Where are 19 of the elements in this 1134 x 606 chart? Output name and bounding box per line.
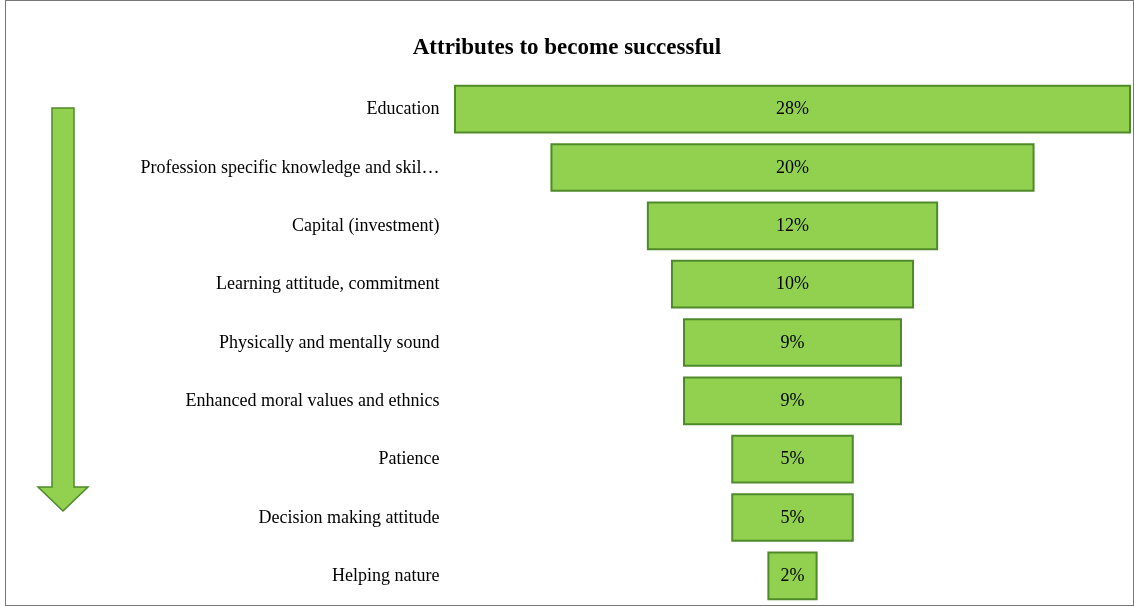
category-label: Profession specific knowledge and skil… <box>140 156 440 177</box>
category-label: Learning attitude, commitment <box>216 273 440 294</box>
data-label: 20% <box>776 156 809 177</box>
category-label: Decision making attitude <box>258 506 440 527</box>
category-label: Capital (investment) <box>292 214 440 236</box>
data-label: 10% <box>776 273 809 294</box>
category-label: Enhanced moral values and ethnics <box>185 389 440 410</box>
category-label: Helping nature <box>332 564 440 585</box>
category-label: Physically and mentally sound <box>219 331 440 352</box>
data-label: 5% <box>780 506 805 527</box>
category-label: Patience <box>378 448 440 469</box>
data-label: 5% <box>780 448 805 469</box>
data-label: 2% <box>780 564 805 585</box>
category-label: Education <box>366 98 440 119</box>
data-label: 9% <box>780 331 805 352</box>
data-label: 9% <box>780 389 805 410</box>
data-label: 28% <box>776 98 809 119</box>
text: Attributes to become successful <box>411 34 723 60</box>
data-label: 12% <box>776 214 809 235</box>
